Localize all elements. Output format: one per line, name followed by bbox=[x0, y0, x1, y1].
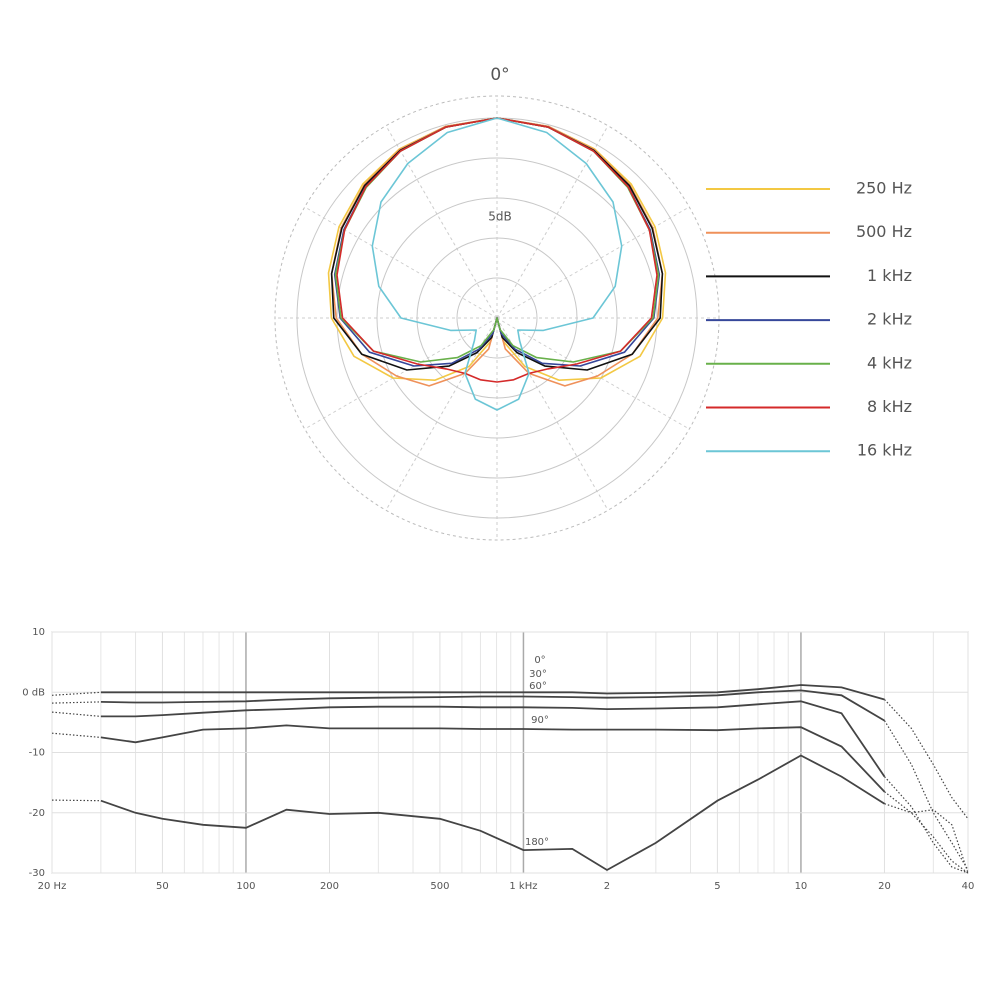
response-extension bbox=[51, 691, 101, 696]
response-extension bbox=[51, 711, 101, 717]
curve-label: 60° bbox=[529, 681, 547, 692]
response-curve bbox=[100, 689, 885, 722]
spoke bbox=[496, 206, 690, 319]
spoke bbox=[304, 317, 498, 430]
spoke bbox=[304, 206, 498, 319]
response-curve bbox=[100, 754, 885, 872]
ring bbox=[376, 197, 618, 439]
response-extension bbox=[51, 799, 101, 802]
curve-label: 0° bbox=[534, 655, 545, 666]
legend-label: 8 kHz bbox=[867, 397, 912, 416]
polar-curve bbox=[336, 117, 658, 383]
response-curve bbox=[100, 700, 886, 778]
legend-label: 4 kHz bbox=[867, 353, 912, 372]
ring-label: 5dB bbox=[488, 210, 511, 224]
x-tick-label: 50 bbox=[156, 881, 169, 892]
spoke bbox=[496, 317, 690, 430]
response-extension bbox=[884, 776, 969, 874]
x-tick-label: 40 bbox=[962, 881, 975, 892]
y-tick-label: -30 bbox=[29, 868, 45, 879]
response-extension bbox=[884, 803, 969, 874]
legend-label: 16 kHz bbox=[857, 441, 912, 460]
response-extension bbox=[883, 720, 969, 871]
spoke bbox=[385, 125, 498, 319]
y-tick-label: -10 bbox=[29, 748, 45, 759]
legend-label: 2 kHz bbox=[867, 310, 912, 329]
x-tick-label: 20 bbox=[878, 881, 891, 892]
x-tick-label: 500 bbox=[430, 881, 449, 892]
curve-label: 30° bbox=[529, 669, 547, 680]
polar-curve bbox=[371, 117, 623, 411]
legend-label: 250 Hz bbox=[856, 179, 912, 198]
outer-ring bbox=[274, 95, 720, 541]
response-extension bbox=[51, 701, 101, 704]
response-extension bbox=[884, 791, 969, 874]
x-tick-label: 1 kHz bbox=[509, 881, 537, 892]
ring bbox=[456, 277, 538, 359]
y-tick-label: 10 bbox=[32, 627, 45, 638]
response-extension bbox=[51, 732, 101, 738]
x-tick-label: 200 bbox=[320, 881, 339, 892]
response-curve bbox=[100, 724, 886, 793]
legend-label: 500 Hz bbox=[856, 222, 912, 241]
polar-title: 0° bbox=[490, 65, 509, 85]
x-tick-label: 20 Hz bbox=[38, 881, 67, 892]
curve-label: 90° bbox=[531, 715, 549, 726]
response-extension bbox=[884, 699, 969, 820]
legend-label: 1 kHz bbox=[867, 266, 912, 285]
x-tick-label: 100 bbox=[236, 881, 255, 892]
y-tick-label: -20 bbox=[29, 808, 45, 819]
ring bbox=[416, 237, 578, 399]
curve-label: 180° bbox=[525, 837, 549, 848]
spoke bbox=[496, 125, 609, 319]
x-tick-label: 2 bbox=[604, 881, 610, 892]
x-tick-label: 5 bbox=[714, 881, 720, 892]
x-tick-label: 10 bbox=[795, 881, 808, 892]
response-curve bbox=[100, 684, 885, 701]
y-tick-label: 0 dB bbox=[22, 687, 45, 698]
